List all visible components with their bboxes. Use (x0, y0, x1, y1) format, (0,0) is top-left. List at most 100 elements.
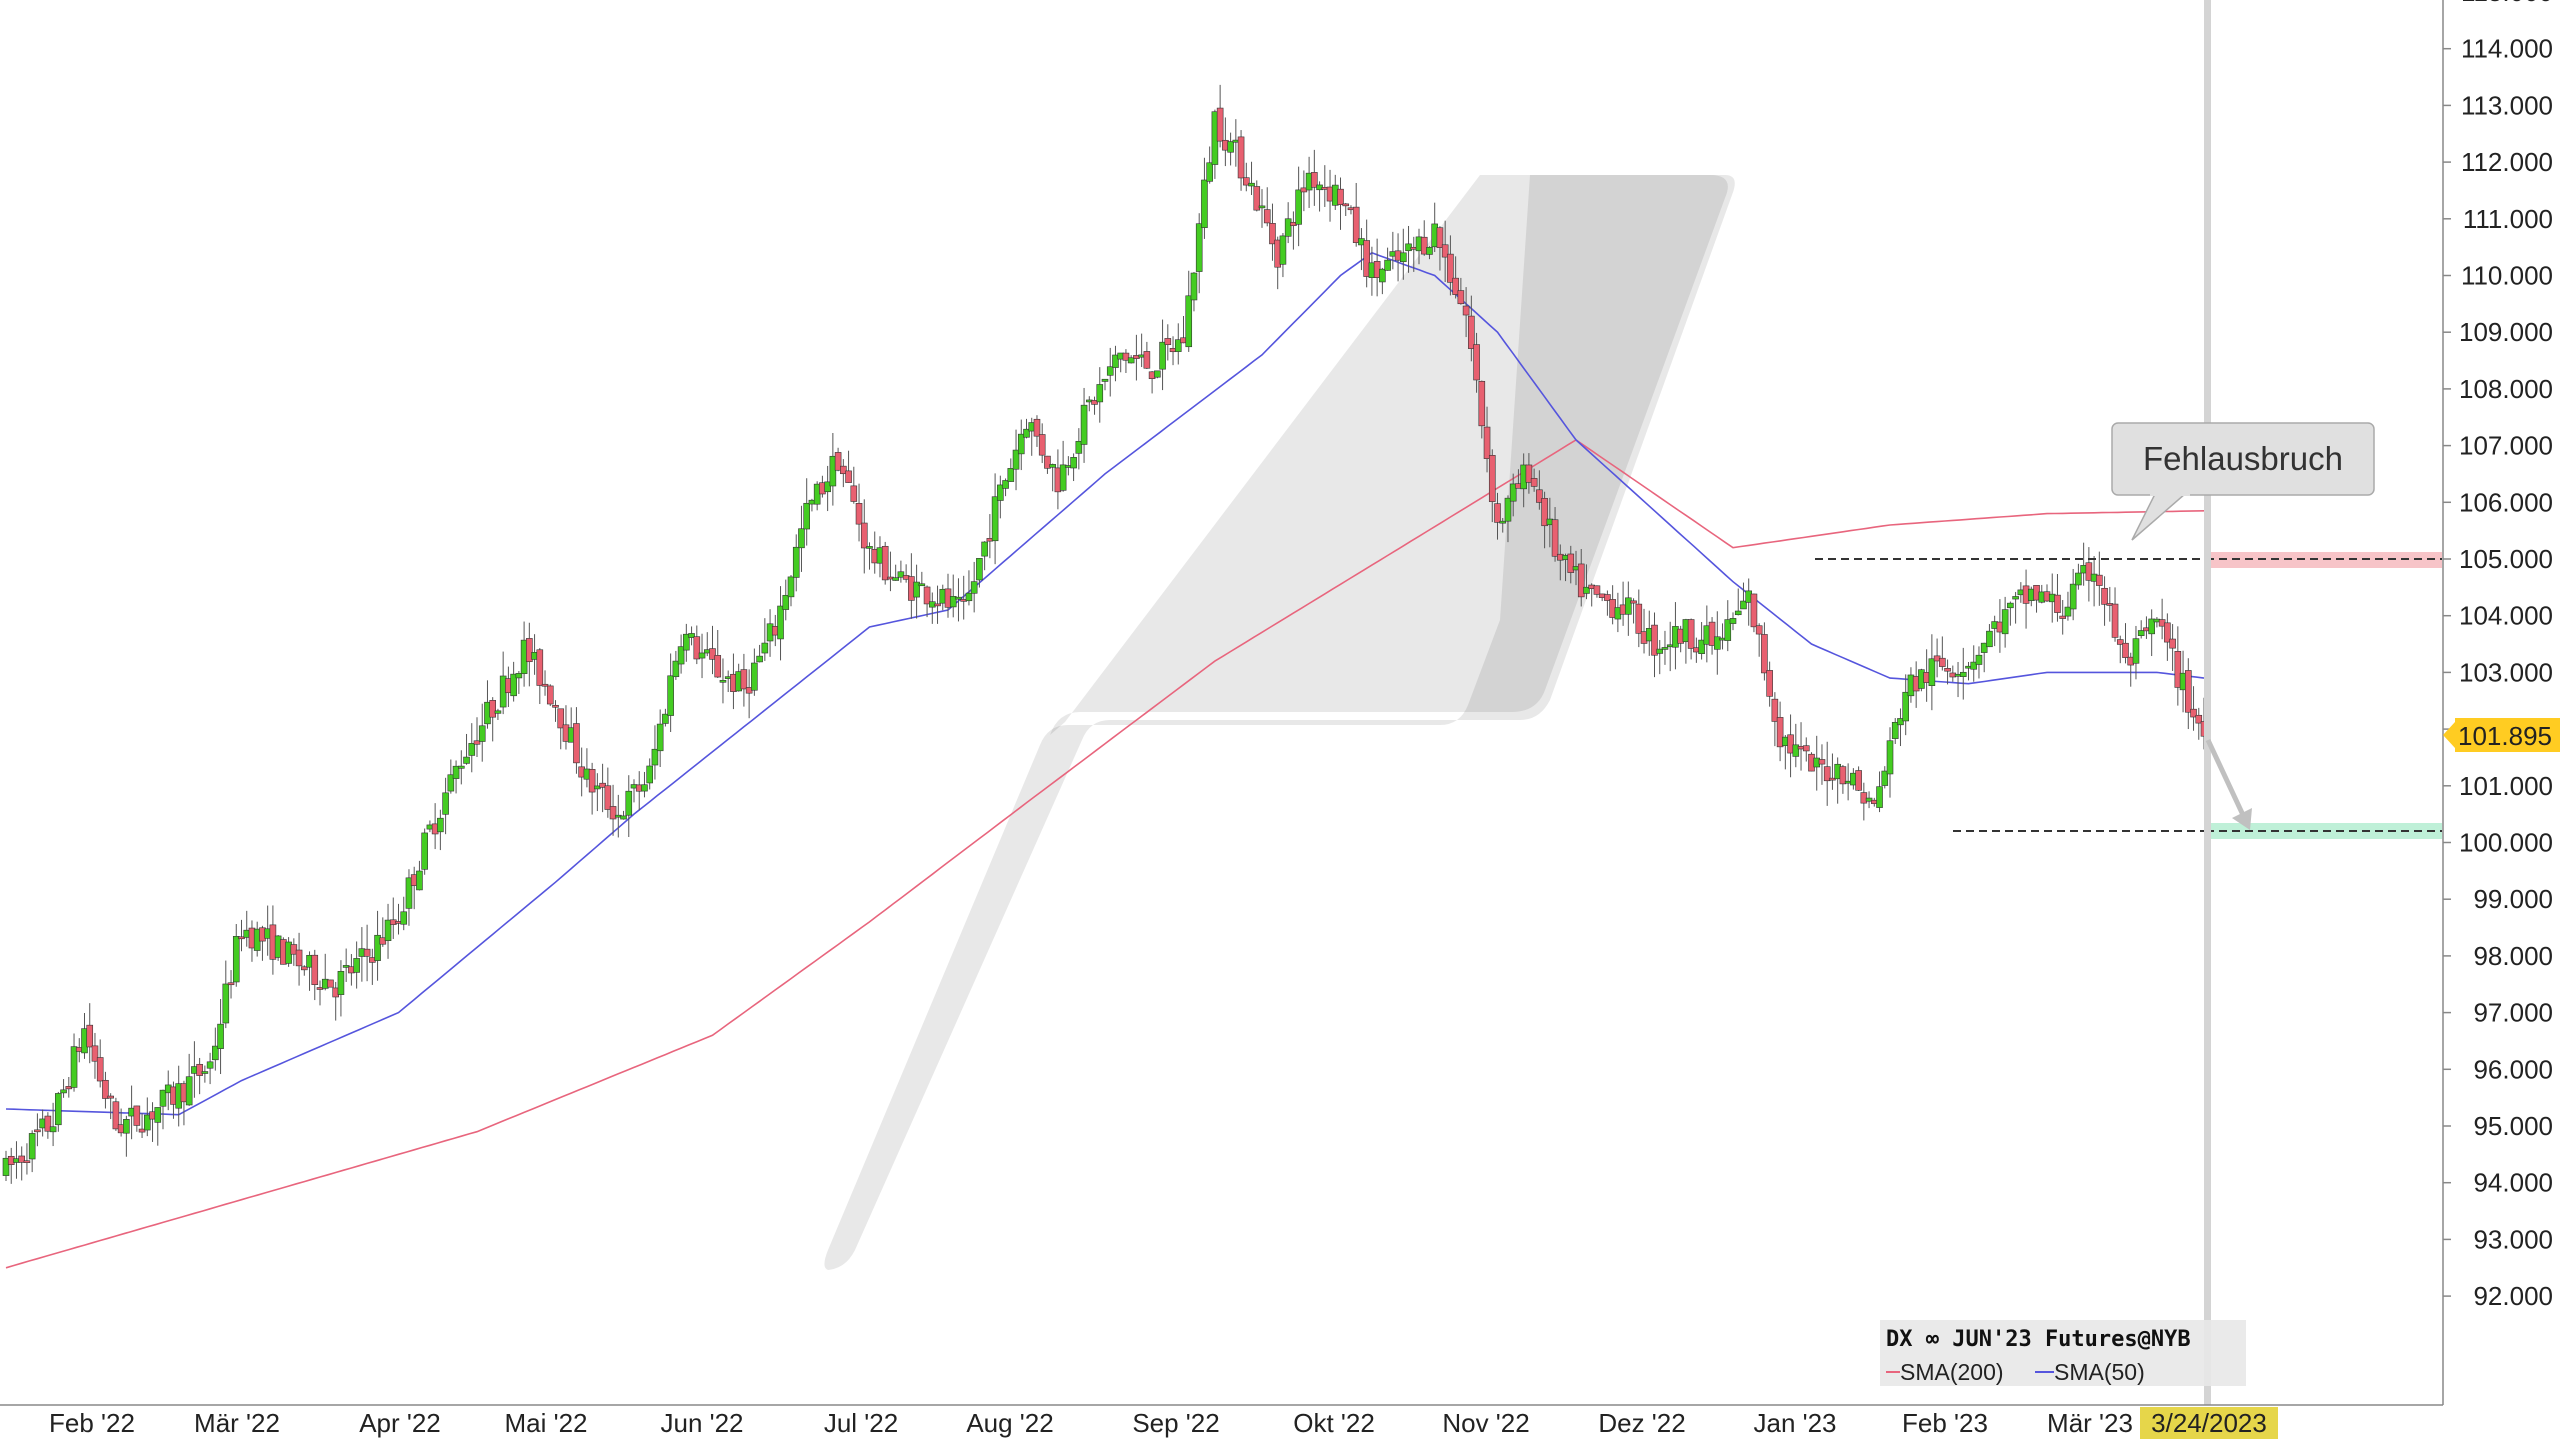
candle-up (1986, 630, 1993, 648)
last-price-text: 101.895 (2458, 721, 2552, 751)
candle-up (1279, 235, 1287, 265)
candle-down (552, 704, 559, 708)
candle-up (337, 970, 345, 995)
candle-down (881, 545, 889, 581)
candle-down (1944, 668, 1951, 672)
candle-down (1755, 625, 1763, 635)
candle-up (2075, 572, 2082, 586)
last-price-label: 101.895 (2443, 718, 2560, 752)
candle-down (1593, 585, 1601, 595)
candle-down (1488, 455, 1496, 502)
candle-down (1243, 177, 1250, 186)
candle-up (468, 743, 476, 756)
y-tick-label: 97.000 (2473, 998, 2553, 1028)
candle-up (1258, 205, 1266, 209)
x-tick-label: Apr '22 (359, 1408, 441, 1438)
candle-up (49, 1126, 57, 1133)
candle-up (756, 655, 763, 663)
candle-up (1227, 141, 1234, 153)
candle-up (1509, 483, 1517, 502)
candle-down (541, 683, 549, 687)
candle-down (300, 966, 308, 971)
candle-up (677, 646, 685, 665)
candle-up (1075, 440, 1083, 454)
candle-down (1447, 253, 1454, 283)
candle-down (1494, 503, 1501, 523)
candle-up (400, 911, 408, 925)
candle-up (1295, 189, 1302, 225)
candle-down (2054, 594, 2061, 613)
candle-up (651, 748, 659, 766)
candle-up (1190, 272, 1198, 301)
candle-down (112, 1101, 120, 1130)
candle-up (965, 592, 973, 602)
candle-up (28, 1133, 36, 1160)
candle-down (138, 1128, 146, 1133)
candle-up (1096, 384, 1104, 403)
candle-up (1980, 642, 1988, 653)
y-tick-label: 112.000 (2461, 147, 2553, 177)
candle-up (1698, 639, 1705, 654)
candle-up (970, 581, 978, 594)
candle-down (1483, 426, 1491, 459)
candle-down (604, 785, 612, 810)
y-tick-label: 111.000 (2463, 204, 2553, 234)
candle-down (536, 649, 544, 686)
candle-down (2111, 603, 2119, 638)
current-date-text: 3/24/2023 (2151, 1408, 2267, 1438)
candle-up (2064, 606, 2072, 617)
y-tick-label: 92.000 (2473, 1281, 2553, 1311)
candle-down (1551, 519, 1559, 557)
candle-up (1012, 449, 1020, 470)
candle-up (510, 673, 517, 697)
candle-down (2122, 642, 2129, 658)
candle-up (1928, 658, 1936, 686)
candle-down (526, 638, 533, 663)
candle-up (782, 594, 790, 610)
candle-up (1201, 179, 1208, 228)
candle-down (609, 806, 617, 820)
candle-up (353, 958, 360, 973)
candle-up (457, 765, 465, 769)
candle-down (1776, 717, 1784, 748)
candle-down (363, 948, 371, 957)
candle-up (949, 596, 957, 608)
candle-up (1499, 520, 1507, 524)
candle-up (641, 784, 648, 792)
fehlausbruch-callout: Fehlausbruch (2111, 422, 2375, 541)
candle-up (2069, 583, 2077, 610)
candle-down (1604, 594, 1611, 601)
candle-up (452, 765, 460, 779)
candle-up (463, 756, 470, 764)
projection-arrow-icon (2205, 738, 2252, 830)
candle-up (1891, 721, 1899, 739)
candle-down (1033, 418, 1041, 437)
candle-down (557, 708, 565, 729)
y-tick-label: 110.000 (2461, 261, 2553, 291)
candle-down (238, 936, 245, 940)
candle-up (416, 870, 423, 891)
candle-down (709, 648, 716, 660)
candle-down (934, 603, 941, 607)
candle-down (133, 1105, 141, 1126)
candle-down (1457, 290, 1465, 305)
candle-down (2059, 615, 2066, 619)
candle-down (2169, 638, 2176, 649)
candle-down (2116, 639, 2124, 645)
candle-up (405, 877, 413, 909)
candle-down (1530, 478, 1538, 487)
candle-up (1970, 661, 1978, 670)
candle-up (1400, 252, 1407, 263)
candle-up (384, 919, 392, 941)
x-tick-label: Jul '22 (824, 1408, 898, 1438)
candle-down (2185, 670, 2192, 713)
candle-up (918, 583, 926, 587)
x-tick-label: Aug '22 (966, 1408, 1053, 1438)
candle-up (1101, 378, 1109, 382)
y-tick-label: 104.000 (2459, 601, 2553, 631)
candle-down (1750, 593, 1758, 628)
candle-down (1342, 203, 1350, 207)
candle-up (1206, 162, 1213, 182)
x-tick-label: Feb '23 (1902, 1408, 1988, 1438)
